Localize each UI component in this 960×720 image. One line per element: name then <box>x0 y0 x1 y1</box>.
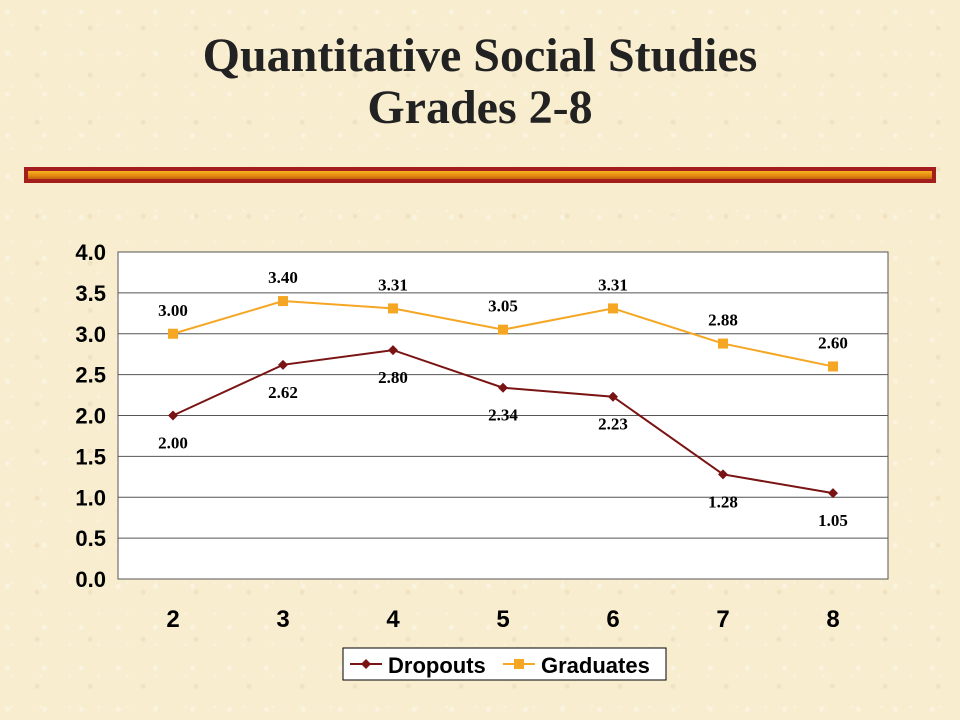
point-dropouts <box>388 345 398 356</box>
y-axis-tick-labels: 0.0 0.5 1.0 1.5 2.0 2.5 3.0 3.5 4.0 <box>75 240 106 592</box>
data-label-dropouts: 2.34 <box>488 406 518 425</box>
gridlines <box>118 292 888 539</box>
x-tick-label: 3 <box>276 606 289 633</box>
data-label-dropouts: 1.05 <box>818 511 848 530</box>
x-tick-label: 7 <box>716 606 729 633</box>
slide-title-line-2: Grades 2-8 <box>367 81 593 134</box>
point-graduates <box>388 303 398 314</box>
y-tick-label: 1.5 <box>75 444 106 469</box>
point-dropouts <box>828 488 838 499</box>
title-divider-bar <box>24 167 936 183</box>
data-label-dropouts: 2.00 <box>158 434 188 453</box>
data-label-dropouts: 1.28 <box>708 492 738 511</box>
legend-label-dropouts: Dropouts <box>388 653 486 678</box>
x-tick-label: 2 <box>166 606 179 633</box>
data-label-graduates: 3.31 <box>598 275 628 294</box>
point-graduates <box>718 338 728 349</box>
y-tick-label: 2.5 <box>75 363 106 388</box>
y-tick-label: 0.5 <box>75 526 106 551</box>
point-graduates <box>168 328 178 339</box>
slide-title-line-1: Quantitative Social Studies <box>202 29 758 82</box>
data-label-graduates: 2.88 <box>708 311 738 330</box>
legend-marker-graduates <box>514 659 524 669</box>
y-tick-label: 3.5 <box>75 281 106 306</box>
data-label-dropouts: 2.80 <box>378 368 408 387</box>
series-markers <box>168 296 838 499</box>
data-label-graduates: 3.05 <box>488 297 518 316</box>
y-tick-label: 2.0 <box>75 404 106 429</box>
legend-marker-dropouts <box>361 659 371 669</box>
point-dropouts <box>168 410 178 421</box>
point-graduates <box>498 324 508 335</box>
y-tick-label: 4.0 <box>75 240 106 265</box>
data-label-dropouts: 2.62 <box>268 383 298 402</box>
data-label-graduates: 3.31 <box>378 275 408 294</box>
y-tick-label: 3.0 <box>75 322 106 347</box>
slide-title: Quantitative Social Studies Grades 2-8 <box>0 30 960 134</box>
chart-legend: Dropouts Graduates <box>342 647 667 681</box>
point-graduates <box>278 296 288 307</box>
x-tick-label: 5 <box>496 606 509 633</box>
point-dropouts <box>718 469 728 480</box>
x-tick-label: 8 <box>826 606 839 633</box>
data-label-graduates: 2.60 <box>818 333 848 352</box>
y-tick-label: 0.0 <box>75 567 106 592</box>
x-axis-tick-labels: 2 3 4 5 6 7 8 <box>166 606 839 633</box>
data-labels: 2.00 2.62 2.80 2.34 2.23 1.28 1.05 3.00 3.40 3.31… <box>158 268 848 530</box>
x-tick-label: 6 <box>606 606 619 633</box>
data-label-dropouts: 2.23 <box>598 415 628 434</box>
point-dropouts <box>278 359 288 370</box>
data-label-graduates: 3.40 <box>268 268 298 287</box>
point-graduates <box>828 361 838 372</box>
data-label-graduates: 3.00 <box>158 301 188 320</box>
x-tick-label: 4 <box>386 606 400 633</box>
legend-label-graduates: Graduates <box>541 653 650 678</box>
point-graduates <box>608 303 618 314</box>
point-dropouts <box>498 382 508 393</box>
y-tick-label: 1.0 <box>75 485 106 510</box>
point-dropouts <box>608 391 618 402</box>
